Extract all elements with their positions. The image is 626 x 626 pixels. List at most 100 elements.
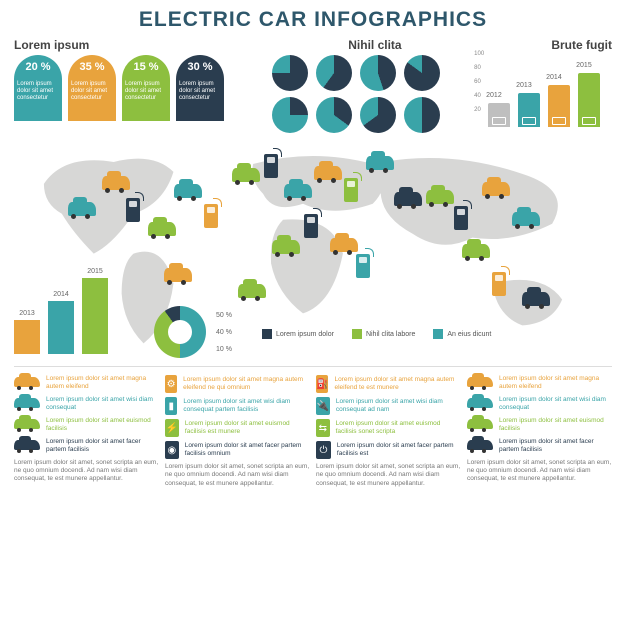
car-icon: [148, 222, 176, 236]
row-top: Lorem ipsum 20 %Lorem ipsum dolor sit am…: [14, 38, 612, 138]
paragraph: Lorem ipsum dolor sit amet, sonet script…: [316, 463, 461, 488]
pie-chart: [360, 97, 396, 133]
pie-chart: [360, 55, 396, 91]
bar: 2012: [488, 103, 510, 127]
charger-icon: [204, 204, 218, 228]
y-axis: 10080604020: [474, 51, 484, 121]
list-item: ⛽Lorem ipsum dolor sit amet magna autem …: [316, 375, 461, 393]
sq-icon: ⏻: [316, 441, 331, 459]
sq-icon: ◉: [165, 441, 179, 459]
pie-grid: [272, 55, 478, 133]
car-icon: [164, 268, 192, 282]
car-icon: [272, 240, 300, 254]
column-3: ⛽Lorem ipsum dolor sit amet magna autem …: [316, 375, 461, 546]
car-icon: [238, 284, 266, 298]
list-item: ◉Lorem ipsum dolor sit amet facer partem…: [165, 441, 310, 459]
list-item: ⚙Lorem ipsum dolor sit amet magna autem …: [165, 375, 310, 393]
stat-item: 20 %Lorem ipsum dolor sit amet consectet…: [14, 55, 62, 121]
legend-item: An eius dicunt: [433, 329, 491, 339]
map-legend: Lorem ipsum dolor Nihil clita labore An ei…: [262, 329, 491, 339]
pie-chart: [272, 55, 308, 91]
list-item: ▮Lorem ipsum dolor sit amet wisi diam co…: [165, 397, 310, 415]
list-item: Lorem ipsum dolor sit amet wisi diam con…: [14, 396, 159, 413]
car-icon: [467, 419, 493, 431]
charger-icon: [344, 178, 358, 202]
column-4: Lorem ipsum dolor sit amet magna autem e…: [467, 375, 612, 546]
car-icon: [467, 377, 493, 389]
car-icon: [14, 398, 40, 410]
charger-icon: [454, 206, 468, 230]
bars-left: 2013 2014 2015: [14, 264, 108, 354]
legend-item: Nihil clita labore: [352, 329, 415, 339]
paragraph: Lorem ipsum dolor sit amet, sonet script…: [165, 463, 310, 488]
list-item: ⇆Lorem ipsum dolor sit amet euismod faci…: [316, 419, 461, 437]
sq-icon: ⛽: [316, 375, 328, 393]
bar: 2015: [82, 278, 108, 355]
sq-icon: ⇆: [316, 419, 330, 437]
charger-icon: [492, 272, 506, 296]
list-item: Lorem ipsum dolor sit amet facer partem …: [467, 438, 612, 455]
list-item: Lorem ipsum dolor sit amet facer partem …: [14, 438, 159, 455]
nihil-panel: Nihil clita: [272, 38, 478, 138]
car-icon: [330, 238, 358, 252]
donut-labels: 50 %40 %10 %: [216, 312, 232, 353]
pie-chart: [404, 97, 440, 133]
list-item: Lorem ipsum dolor sit amet euismod facil…: [467, 417, 612, 434]
brute-panel: Brute fugit 100806040202012201320142015: [488, 38, 612, 138]
car-icon: [426, 190, 454, 204]
car-icon: [232, 168, 260, 182]
lorem-label: Lorem ipsum: [14, 38, 262, 52]
bar: 2015: [578, 73, 600, 127]
car-icon: [14, 419, 40, 431]
car-icon: [314, 166, 342, 180]
stat-item: 35 %Lorem ipsum dolor sit amet consectet…: [68, 55, 116, 121]
page-title: ELECTRIC CAR INFOGRAPHICS: [14, 8, 612, 32]
list-item: ⏻Lorem ipsum dolor sit amet facer partem…: [316, 441, 461, 459]
charger-icon: [126, 198, 140, 222]
car-icon: [482, 182, 510, 196]
car-icon: [512, 212, 540, 226]
charger-icon: [356, 254, 370, 278]
charger-icon: [264, 154, 278, 178]
sq-icon: ⚙: [165, 375, 177, 393]
bar: 2014: [48, 301, 74, 354]
car-icon: [284, 184, 312, 198]
list-item: 🔌Lorem ipsum dolor sit amet wisi diam co…: [316, 397, 461, 415]
list-item: Lorem ipsum dolor sit amet euismod facil…: [14, 417, 159, 434]
sq-icon: ⚡: [165, 419, 179, 437]
brute-label: Brute fugit: [488, 38, 612, 52]
row-bottom: Lorem ipsum dolor sit amet magna autem e…: [14, 366, 612, 546]
car-icon: [174, 184, 202, 198]
lorem-panel: Lorem ipsum 20 %Lorem ipsum dolor sit am…: [14, 38, 262, 138]
infographic-root: ELECTRIC CAR INFOGRAPHICS Lorem ipsum 20…: [0, 0, 626, 626]
car-icon: [14, 377, 40, 389]
bar: 2014: [548, 85, 570, 127]
map-section: 2013 2014 2015 50 %40 %10 % Lorem ipsum do…: [14, 144, 612, 360]
paragraph: Lorem ipsum dolor sit amet, sonet script…: [14, 459, 159, 484]
column-2: ⚙Lorem ipsum dolor sit amet magna autem …: [165, 375, 310, 546]
car-icon: [467, 440, 493, 452]
pie-chart: [404, 55, 440, 91]
charger-icon: [304, 214, 318, 238]
bar: 2013: [518, 93, 540, 127]
stat-item: 15 %Lorem ipsum dolor sit amet consectet…: [122, 55, 170, 121]
paragraph: Lorem ipsum dolor sit amet, sonet script…: [467, 459, 612, 484]
pie-chart: [316, 97, 352, 133]
donut-region: 50 %40 %10 % Lorem ipsum dolor Nihil clit…: [154, 306, 491, 358]
sq-icon: ▮: [165, 397, 177, 415]
list-item: Lorem ipsum dolor sit amet wisi diam con…: [467, 396, 612, 413]
legend-item: Lorem ipsum dolor: [262, 329, 334, 339]
pie-chart: [272, 97, 308, 133]
list-item: ⚡Lorem ipsum dolor sit amet euismod faci…: [165, 419, 310, 437]
car-icon: [68, 202, 96, 216]
donut-chart: [154, 306, 206, 358]
list-item: Lorem ipsum dolor sit amet magna autem e…: [14, 375, 159, 392]
pie-chart: [316, 55, 352, 91]
brute-bars: 100806040202012201320142015: [488, 55, 612, 127]
stat-item: 30 %Lorem ipsum dolor sit amet consectet…: [176, 55, 224, 121]
nihil-label: Nihil clita: [272, 38, 478, 52]
sq-icon: 🔌: [316, 397, 330, 415]
bar: 2013: [14, 320, 40, 354]
stat-row: 20 %Lorem ipsum dolor sit amet consectet…: [14, 55, 262, 121]
car-icon: [366, 156, 394, 170]
